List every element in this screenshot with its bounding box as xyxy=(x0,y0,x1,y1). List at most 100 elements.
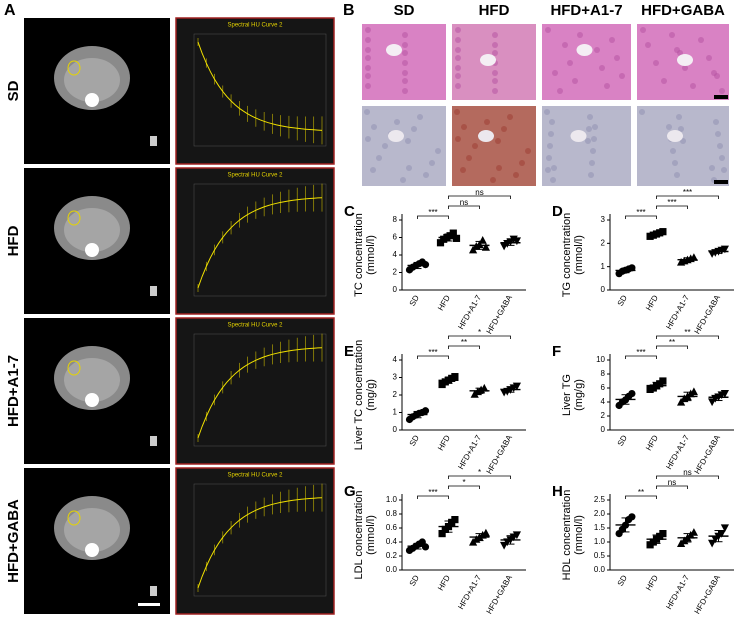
oro-texture xyxy=(676,114,682,120)
x-tick-label: SD xyxy=(616,293,629,307)
panel-label: D xyxy=(552,203,563,220)
he-texture xyxy=(562,42,568,48)
he-texture xyxy=(365,55,371,61)
oro-image xyxy=(542,106,631,186)
significance-label: ns xyxy=(683,468,691,477)
oro-texture xyxy=(678,126,684,132)
significance-label: *** xyxy=(636,348,645,357)
panel-label: B xyxy=(343,2,355,19)
x-tick-label: HFD xyxy=(644,293,660,312)
significance-bracket xyxy=(625,355,657,359)
he-texture xyxy=(365,47,371,53)
he-vessel xyxy=(480,54,496,66)
histology-column-label: SD xyxy=(394,2,415,19)
oro-texture xyxy=(460,167,466,173)
data-point xyxy=(449,229,457,237)
he-texture xyxy=(719,88,725,94)
oro-texture xyxy=(585,138,591,144)
oro-image xyxy=(637,106,729,186)
panel-label: E xyxy=(344,343,354,360)
oro-texture xyxy=(672,160,678,166)
data-point xyxy=(686,389,695,398)
he-texture xyxy=(674,47,680,53)
hu-curve-title: Spectral HU Curve 2 xyxy=(227,323,283,329)
ct-scale-box xyxy=(150,586,157,596)
data-point xyxy=(689,528,698,536)
oro-texture xyxy=(547,143,553,149)
he-vessel xyxy=(386,44,402,56)
oro-texture xyxy=(719,155,725,161)
he-vessel xyxy=(576,44,593,56)
hu-curve xyxy=(175,467,335,615)
x-tick-label: HFD+GABA xyxy=(485,433,515,476)
y-tick-label: 1.0 xyxy=(594,537,606,546)
y-tick-label: 0 xyxy=(393,285,398,294)
data-point xyxy=(659,530,667,538)
oro-texture xyxy=(551,165,557,171)
hu-plot xyxy=(193,33,327,147)
y-tick-label: 2 xyxy=(393,268,398,277)
significance-label: * xyxy=(478,328,481,337)
oro-texture xyxy=(519,160,525,166)
x-tick-label: HFD xyxy=(644,433,660,452)
he-texture xyxy=(604,83,610,89)
ct-body-inner xyxy=(64,358,120,402)
he-texture xyxy=(455,55,461,61)
he-texture xyxy=(614,55,620,61)
row-label: HFD xyxy=(5,225,22,256)
hu-plot xyxy=(193,333,327,447)
scale-bar xyxy=(714,180,728,184)
ct-scale-box xyxy=(150,136,157,146)
hu-line xyxy=(197,197,323,289)
he-texture xyxy=(402,42,408,48)
hu-curve-title: Spectral HU Curve 2 xyxy=(227,23,283,29)
data-point xyxy=(481,243,490,251)
oro-texture xyxy=(588,172,594,178)
he-texture xyxy=(365,37,371,43)
he-texture xyxy=(455,47,461,53)
he-texture xyxy=(682,65,688,71)
x-tick-label: HFD xyxy=(436,433,452,452)
oro-texture xyxy=(484,119,490,125)
oro-texture xyxy=(466,155,472,161)
y-tick-label: 1 xyxy=(601,262,606,271)
oro-texture xyxy=(590,148,596,154)
hu-line xyxy=(197,41,323,131)
oro-texture xyxy=(371,124,377,130)
he-texture xyxy=(492,70,498,76)
he-texture xyxy=(455,65,461,71)
significance-bracket xyxy=(448,345,480,349)
significance-bracket xyxy=(656,335,719,339)
data-point xyxy=(689,387,698,396)
oro-texture xyxy=(411,126,417,132)
panel-label: C xyxy=(344,203,355,220)
y-tick-label: 8 xyxy=(601,369,606,378)
oro-vessel xyxy=(667,130,683,142)
y-axis-label: (mg/g) xyxy=(573,379,585,411)
y-tick-label: 0 xyxy=(601,425,606,434)
data-point xyxy=(438,530,446,538)
data-point xyxy=(421,407,430,415)
oro-texture xyxy=(666,124,672,130)
x-tick-label: SD xyxy=(408,293,421,307)
y-tick-label: 2.5 xyxy=(594,495,606,504)
x-tick-label: SD xyxy=(408,573,421,587)
significance-label: *** xyxy=(428,348,437,357)
oro-texture xyxy=(507,114,513,120)
significance-label: *** xyxy=(428,488,437,497)
panel-label: H xyxy=(552,483,563,500)
ct-scale-box xyxy=(150,436,157,446)
x-tick-label: HFD+GABA xyxy=(485,573,515,616)
data-point xyxy=(720,390,729,398)
row-label: HFD+GABA xyxy=(5,499,22,583)
he-texture xyxy=(690,83,696,89)
he-texture xyxy=(402,70,408,76)
oro-texture xyxy=(423,172,429,178)
hu-plot xyxy=(193,483,327,597)
significance-label: ** xyxy=(461,338,467,347)
y-tick-label: 0.0 xyxy=(386,565,398,574)
oro-texture xyxy=(525,148,531,154)
oro-texture xyxy=(472,143,478,149)
he-texture xyxy=(365,73,371,79)
y-axis-label: (mg/g) xyxy=(365,379,377,411)
